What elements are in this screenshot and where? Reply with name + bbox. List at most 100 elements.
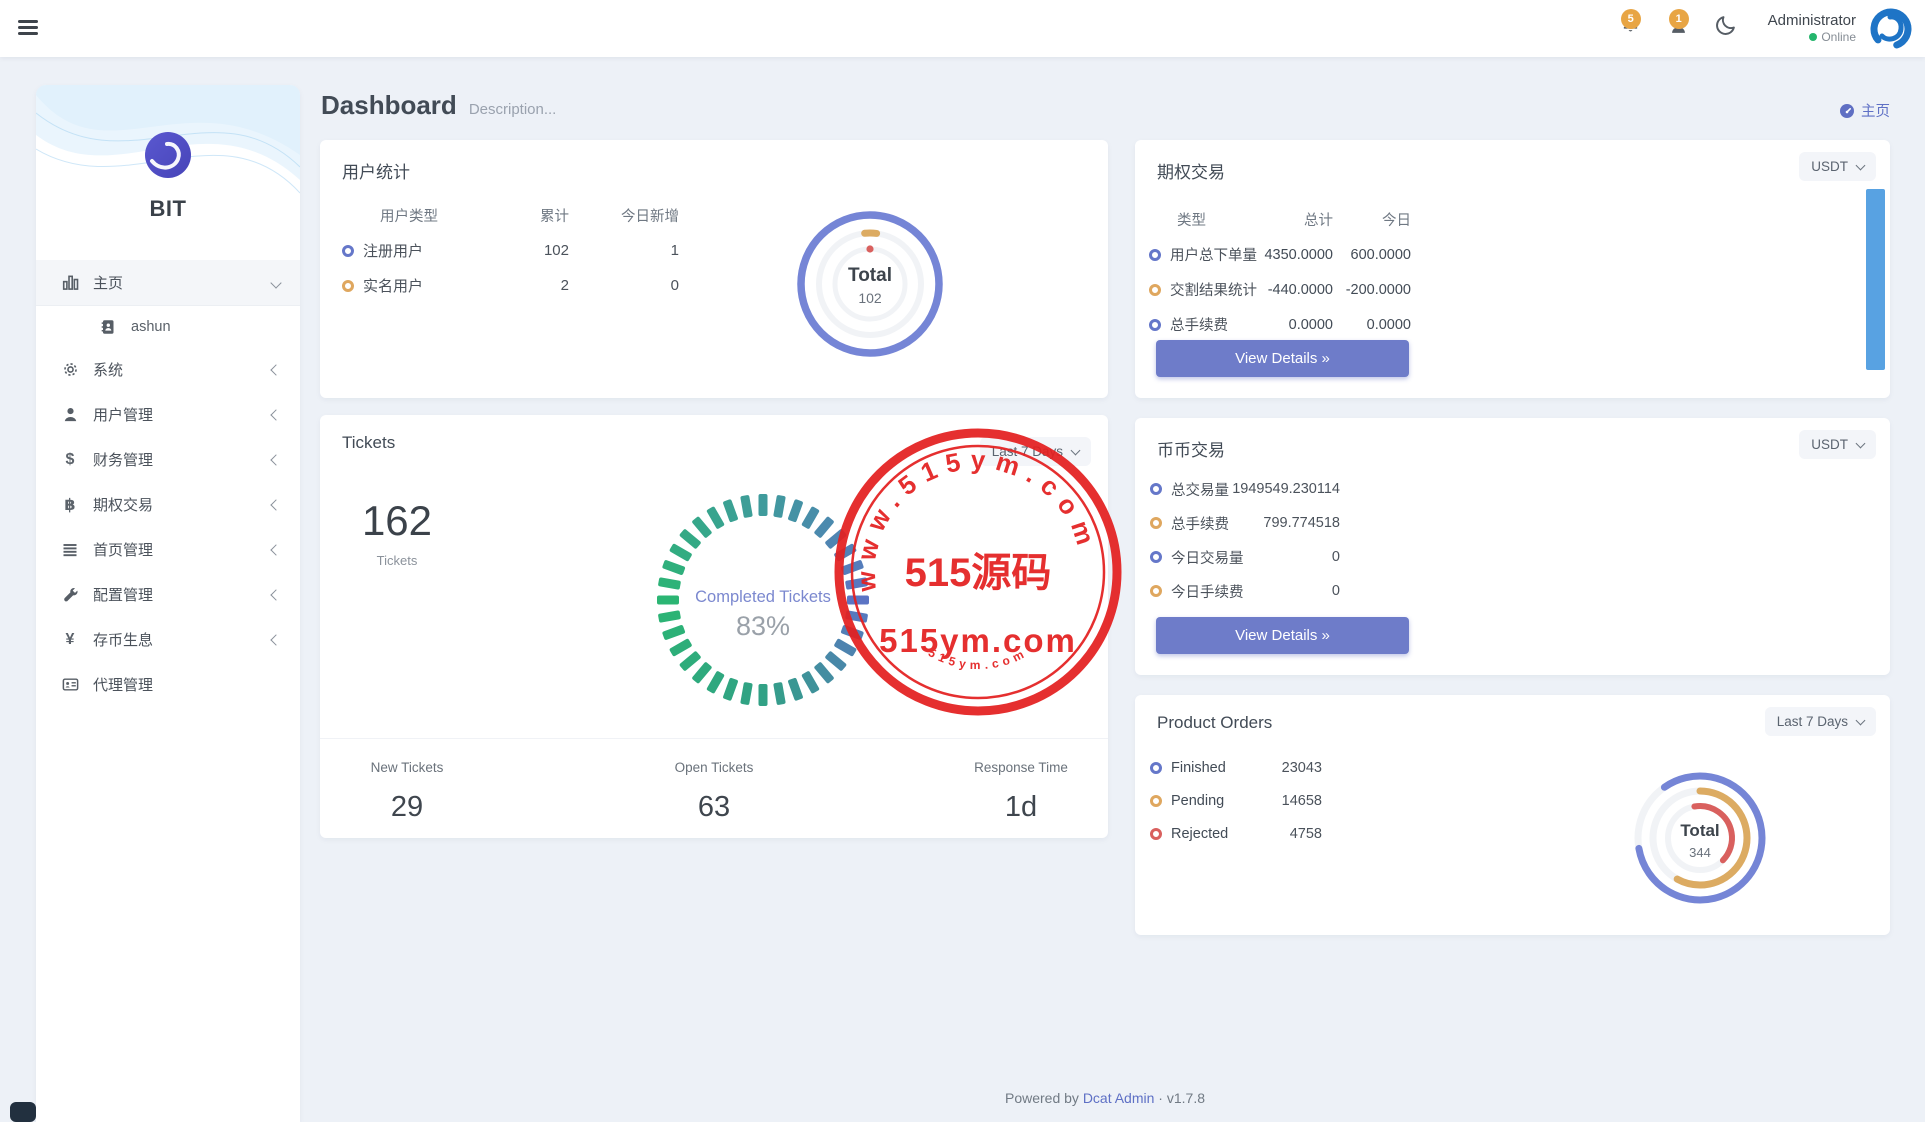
currency-dropdown[interactable]: USDT (1799, 430, 1876, 459)
chevron-left-icon (270, 408, 282, 421)
sidebar-item-label: 系统 (93, 362, 124, 379)
breadcrumb[interactable]: 主页 (1839, 100, 1890, 121)
list-item: Pending 14658 (1150, 784, 1322, 817)
wrench-icon (60, 587, 80, 603)
avatar[interactable] (1869, 6, 1913, 51)
dashboard-gauge-icon (1840, 103, 1854, 118)
chevron-left-icon (270, 363, 282, 376)
orders-range-dropdown[interactable]: Last 7 Days (1764, 707, 1876, 736)
sidebar-corner-button[interactable] (10, 1102, 36, 1122)
admin-status: Online (1768, 30, 1856, 45)
footer: Powered by Dcat Admin · v1.7.8 (1004, 1090, 1205, 1106)
sidebar: BIT 主页 ashun 系统 (36, 85, 300, 1122)
sidebar-item-agent[interactable]: 代理管理 (36, 662, 300, 707)
sidebar-item-homepage-mgmt[interactable]: 首页管理 (36, 527, 300, 572)
sidebar-item-system[interactable]: 系统 (36, 347, 300, 392)
gear-icon (60, 361, 80, 378)
admin-info[interactable]: Administrator Online (1768, 12, 1856, 46)
chart-bar-icon (60, 274, 80, 291)
series-dot-red (1150, 827, 1162, 840)
chevron-left-icon (270, 588, 282, 601)
series-dot-blue (1150, 483, 1162, 495)
red-mark-dot (866, 245, 874, 253)
sidebar-item-deposit-interest[interactable]: ¥ 存币生息 (36, 617, 300, 662)
donut-total-label: Total (1680, 821, 1719, 840)
gauge-value: 83% (736, 611, 790, 641)
coin-trade-card: 币币交易 USDT 总交易量 1949549.230114 总手续费 799.7… (1135, 418, 1890, 675)
sidebar-item-users[interactable]: 用户管理 (36, 392, 300, 437)
top-navbar: 5 1 Administrator Online (0, 0, 1925, 57)
notifications-button[interactable]: 5 (1620, 8, 1642, 40)
chevron-left-icon (270, 633, 282, 646)
donut-total-label: Total (848, 265, 892, 286)
version-label: v1.7.8 (1166, 1090, 1205, 1106)
id-card-icon (60, 676, 80, 693)
card-scrollbar[interactable] (1866, 189, 1885, 370)
chevron-down-icon (1070, 445, 1081, 455)
double-arrow-icon: » (1321, 627, 1330, 644)
sidebar-item-label: 主页 (93, 275, 124, 292)
series-dot-orange (1150, 585, 1162, 597)
series-dot-blue (1150, 761, 1162, 774)
dcat-admin-link[interactable]: Dcat Admin (1082, 1090, 1155, 1106)
card-title: 期权交易 (1157, 163, 1225, 182)
address-book-icon (98, 319, 118, 335)
user-stats-table: 用户类型 累计 今日新增 注册用户 102 1 实名用户 2 0 (334, 198, 679, 303)
view-details-button[interactable]: View Details » (1156, 340, 1409, 377)
table-row: 实名用户 2 0 (334, 268, 679, 303)
messages-button[interactable]: 1 (1668, 8, 1690, 40)
card-title: 用户统计 (342, 163, 410, 182)
tickets-range-dropdown[interactable]: Last 7 Days (979, 437, 1091, 466)
card-title: Product Orders (1157, 713, 1273, 732)
sidebar-item-option-trade[interactable]: ฿ 期权交易 (36, 482, 300, 527)
brand-logo[interactable]: BIT (36, 131, 300, 222)
series-dot-blue (1149, 318, 1161, 331)
chevron-left-icon (270, 453, 282, 466)
user-total-donut: Total 102 (797, 211, 943, 357)
tickets-stats-row: New Tickets 29 Open Tickets 63 Response … (320, 760, 1108, 824)
moon-icon (1716, 14, 1737, 40)
sidebar-menu: 主页 ashun 系统 用户管理 (36, 260, 300, 707)
table-row: 交割结果统计 -440.0000 -200.0000 (1149, 272, 1411, 307)
list-item: Rejected 4758 (1150, 817, 1322, 850)
admin-name: Administrator (1767, 11, 1856, 29)
table-header: 类型 总计 今日 (1177, 213, 1411, 229)
sidebar-item-finance[interactable]: $ 财务管理 (36, 437, 300, 482)
dark-mode-toggle[interactable] (1716, 15, 1738, 40)
coin-trade-list: 总交易量 1949549.230114 总手续费 799.774518 今日交易… (1150, 472, 1340, 608)
card-title: 币币交易 (1157, 441, 1225, 460)
page-subtitle: Description... (468, 101, 557, 118)
sidebar-item-config[interactable]: 配置管理 (36, 572, 300, 617)
sidebar-item-label: 代理管理 (93, 677, 154, 694)
view-details-button[interactable]: View Details » (1156, 617, 1409, 654)
list-item: 总手续费 799.774518 (1150, 506, 1340, 540)
completed-tickets-gauge: Completed Tickets 83% (648, 485, 878, 715)
hamburger-menu-icon[interactable] (18, 20, 38, 36)
sidebar-item-ashun[interactable]: ashun (36, 306, 300, 347)
sidebar-item-label: 期权交易 (93, 497, 154, 514)
dollar-icon: $ (65, 450, 75, 468)
stat-new-tickets: New Tickets 29 (370, 760, 444, 823)
table-row: 总手续费 0.0000 0.0000 (1149, 307, 1411, 342)
series-dot-blue (1150, 551, 1162, 563)
list-item: 今日交易量 0 (1150, 540, 1340, 574)
option-trade-card: 期权交易 USDT 类型 总计 今日 用户总下单量 4350.0000 600.… (1135, 140, 1890, 398)
sidebar-item-label: 首页管理 (93, 542, 154, 559)
series-dot-orange (342, 279, 354, 292)
list-icon (60, 542, 80, 558)
table-row: 用户总下单量 4350.0000 600.0000 (1149, 237, 1411, 272)
sidebar-item-label: 存币生息 (93, 632, 154, 649)
sidebar-item-home[interactable]: 主页 (36, 260, 300, 306)
online-status-dot (1809, 33, 1818, 42)
table-row: 注册用户 102 1 (334, 233, 679, 268)
navbar-right-cluster: 5 1 Administrator Online (1620, 0, 1913, 57)
double-arrow-icon: » (1321, 350, 1330, 367)
sidebar-item-label: 财务管理 (93, 452, 154, 469)
orders-donut: Total 344 (1615, 753, 1785, 928)
currency-dropdown[interactable]: USDT (1799, 152, 1876, 181)
card-title: Tickets (342, 433, 396, 452)
chevron-left-icon (270, 498, 282, 511)
brand-name: BIT (149, 196, 187, 221)
series-dot-blue (342, 244, 354, 257)
orders-list: Finished 23043 Pending 14658 Rejected 47… (1150, 751, 1322, 850)
